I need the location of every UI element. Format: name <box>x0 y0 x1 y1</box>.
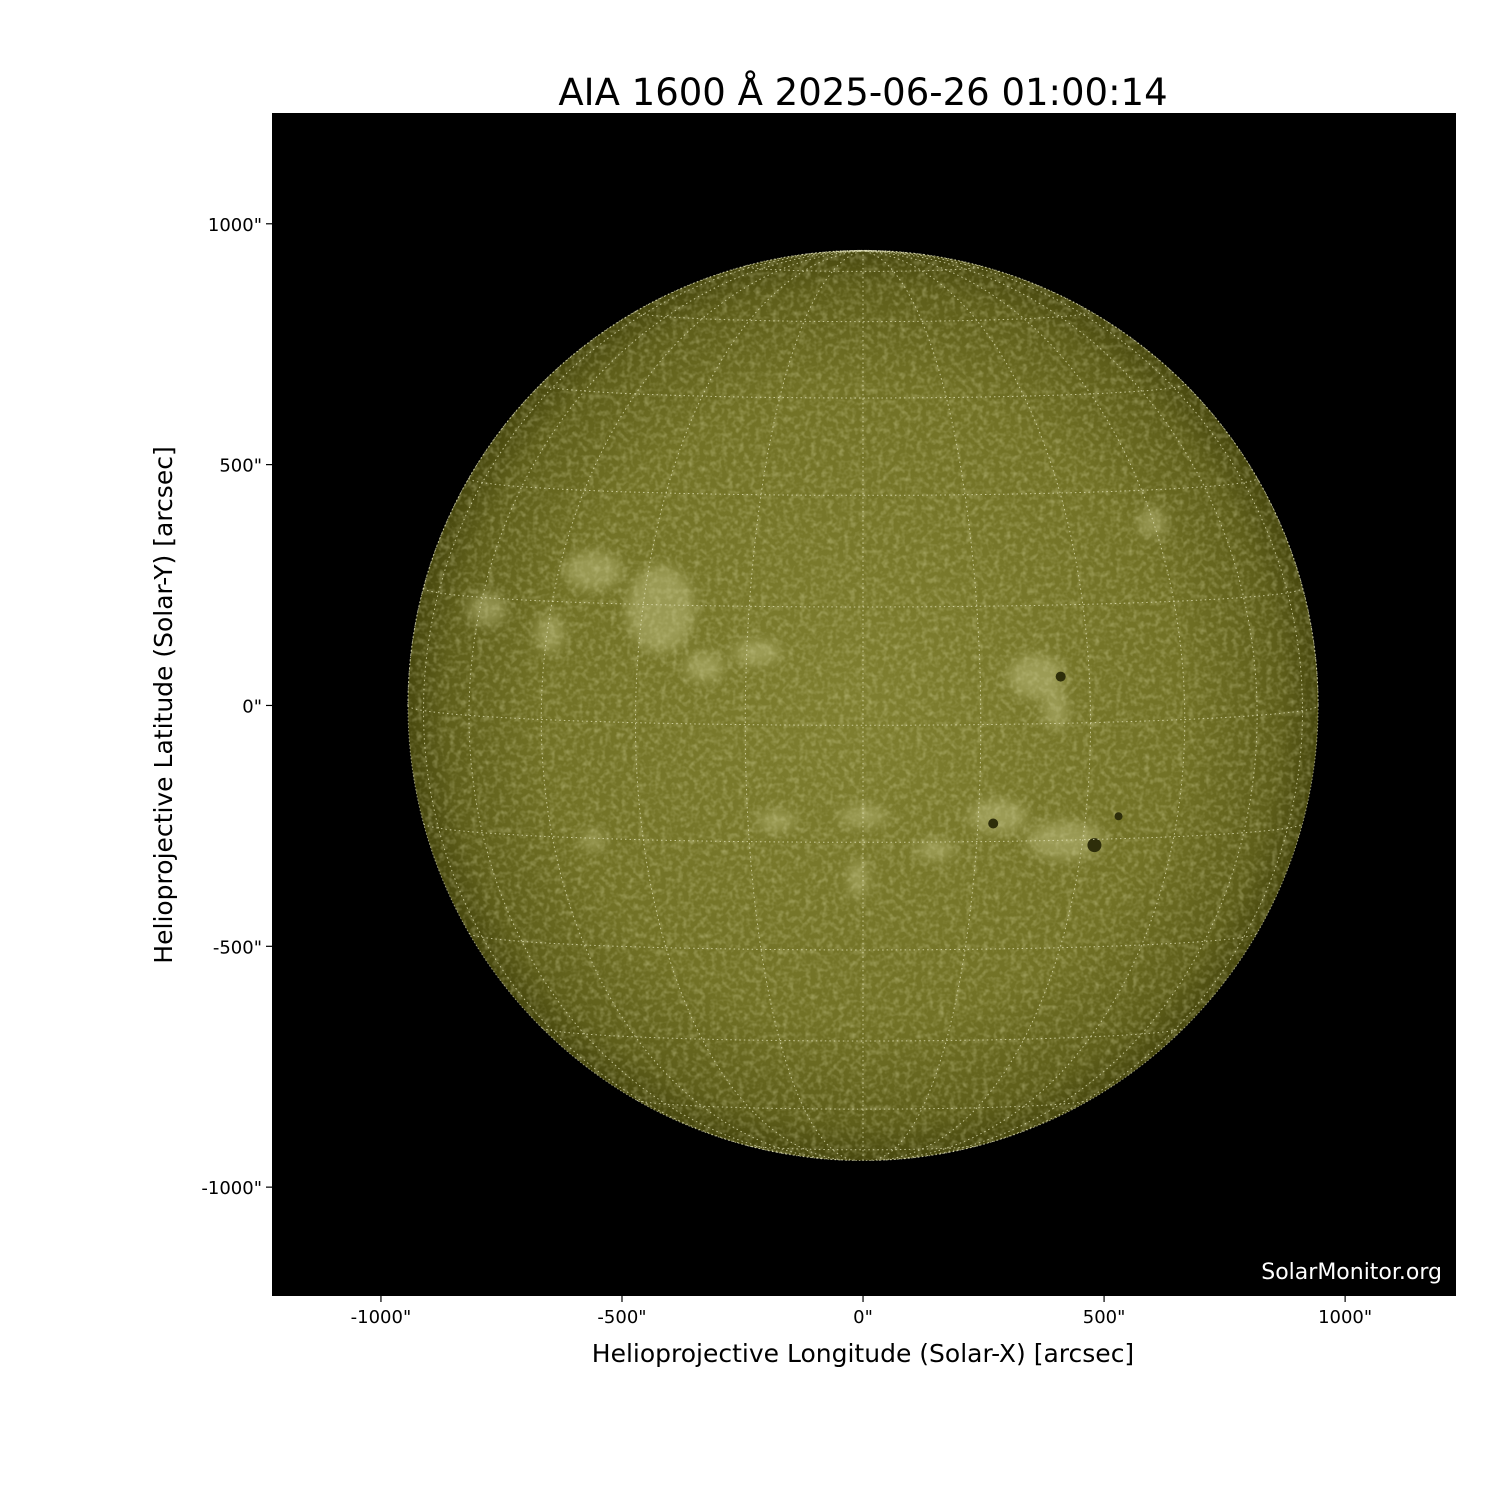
watermark: SolarMonitor.org <box>1261 1260 1442 1285</box>
plage <box>732 640 782 665</box>
y-tick-label: 500" <box>219 456 262 477</box>
sunspot <box>1114 812 1123 821</box>
y-tick-label: -1000" <box>201 1178 262 1199</box>
sunspot <box>1055 671 1066 682</box>
x-tick-label: 500" <box>1083 1307 1126 1328</box>
longitude-line <box>634 250 864 1161</box>
plage <box>1043 691 1068 730</box>
plage <box>916 840 955 860</box>
latitude-line <box>541 1027 1185 1042</box>
limb-line <box>407 249 1319 1162</box>
longitude-line <box>862 250 1092 1161</box>
plage <box>581 830 606 850</box>
y-tick-label: -500" <box>213 937 262 958</box>
y-tick-label: 1000" <box>208 215 262 236</box>
longitude-line <box>407 250 864 706</box>
axes: -1000" -500" 0" 500" 1000" 1000" 500" 0" -500" -1… <box>201 215 1372 1328</box>
x-axis-label: Helioprojective Longitude (Solar-X) [arc… <box>592 1339 1134 1368</box>
latitude-line <box>423 587 1304 608</box>
sunspot <box>988 818 999 829</box>
plage <box>756 811 796 831</box>
longitude-line <box>862 250 1319 706</box>
plage <box>848 859 868 899</box>
plage <box>535 613 565 653</box>
longitude-line <box>422 250 864 1155</box>
x-tick-label: -500" <box>597 1307 646 1328</box>
sunspot <box>1087 838 1102 853</box>
plage-regions <box>467 507 1167 899</box>
heliographic-grid <box>407 249 1319 1162</box>
longitude-line <box>862 250 1258 1160</box>
latitude-line <box>634 310 1092 323</box>
longitude-line <box>540 250 864 1161</box>
plage <box>564 551 622 590</box>
plage <box>838 806 888 826</box>
plage <box>626 565 695 653</box>
plage <box>467 592 507 626</box>
x-tick-label: 1000" <box>1318 1307 1372 1328</box>
longitude-line <box>862 250 1304 1155</box>
longitude-line <box>744 250 864 1161</box>
longitude-line <box>468 250 864 1160</box>
chart-title: AIA 1600 Å 2025-06-26 01:00:14 <box>558 70 1167 114</box>
latitude-line <box>540 383 1186 399</box>
plage <box>1137 507 1167 537</box>
latitude-line <box>407 705 1319 726</box>
y-tick-label: 0" <box>242 696 262 717</box>
x-tick-label: 0" <box>853 1307 873 1328</box>
y-axis-label: Helioprojective Latitude (Solar-Y) [arcs… <box>149 446 178 963</box>
plage <box>969 799 1027 834</box>
x-tick-label: -1000" <box>351 1307 412 1328</box>
latitude-line <box>468 477 1258 496</box>
longitude-line <box>862 250 982 1161</box>
longitude-line <box>862 250 1186 1161</box>
plage <box>1007 654 1066 699</box>
plage <box>684 652 724 682</box>
plage <box>1026 821 1105 860</box>
